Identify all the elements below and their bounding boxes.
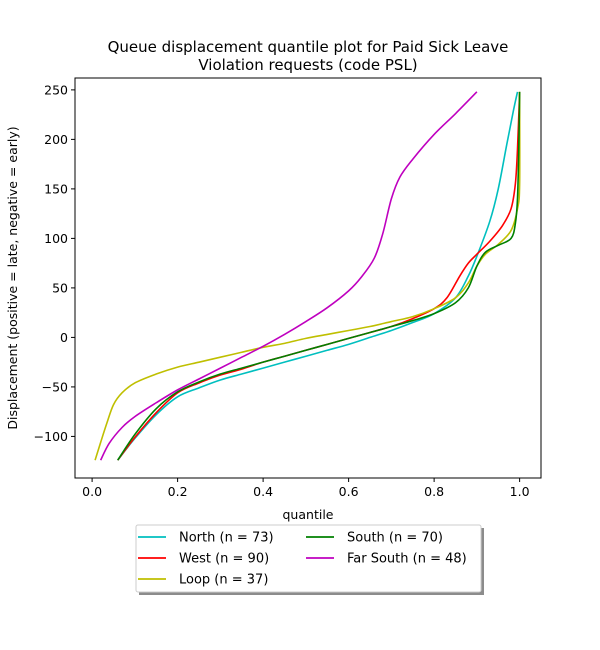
x-tick-label: 0.0	[82, 484, 102, 499]
legend-label-2: Loop (n = 37)	[179, 573, 268, 588]
x-tick-label: 0.4	[253, 484, 273, 499]
series-line-3	[117, 91, 521, 461]
series-line-0	[117, 91, 519, 461]
y-tick-label: −100	[34, 429, 68, 444]
series-line-2	[94, 91, 521, 461]
y-tick-label: 150	[44, 181, 68, 196]
series-lines	[94, 91, 521, 461]
legend-label-4: Far South (n = 48)	[347, 552, 467, 567]
x-tick-label: 0.2	[168, 484, 188, 499]
legend: North (n = 73) West (n = 90) Loop (n = 37)…	[135, 524, 484, 595]
chart-title-line-2: Violation requests (code PSL)	[198, 56, 417, 74]
x-tick-label: 1.0	[510, 484, 530, 499]
y-tick-label: −50	[42, 379, 68, 394]
y-axis-ticks: −100 −50 0 50 100 150 200 250	[34, 82, 75, 444]
series-line-1	[117, 91, 521, 461]
y-tick-label: 200	[44, 132, 68, 147]
y-axis-label: Displacement (positive = late, negative …	[5, 126, 20, 429]
y-tick-label: 50	[52, 280, 68, 295]
legend-label-1: West (n = 90)	[179, 552, 269, 567]
x-tick-label: 0.8	[424, 484, 444, 499]
chart-title-line-1: Queue displacement quantile plot for Pai…	[108, 38, 509, 56]
series-line-4	[99, 91, 478, 461]
y-tick-label: 250	[44, 82, 68, 97]
x-axis-label: quantile	[283, 507, 334, 522]
x-axis-ticks: 0.0 0.2 0.4 0.6 0.8 1.0	[82, 478, 530, 499]
y-tick-label: 0	[60, 330, 68, 345]
plot-frame	[74, 77, 542, 479]
y-tick-label: 100	[44, 231, 68, 246]
x-tick-label: 0.6	[339, 484, 359, 499]
legend-label-0: North (n = 73)	[179, 531, 274, 546]
legend-entries: North (n = 73) West (n = 90) Loop (n = 37)…	[138, 531, 467, 588]
legend-label-3: South (n = 70)	[347, 531, 443, 546]
